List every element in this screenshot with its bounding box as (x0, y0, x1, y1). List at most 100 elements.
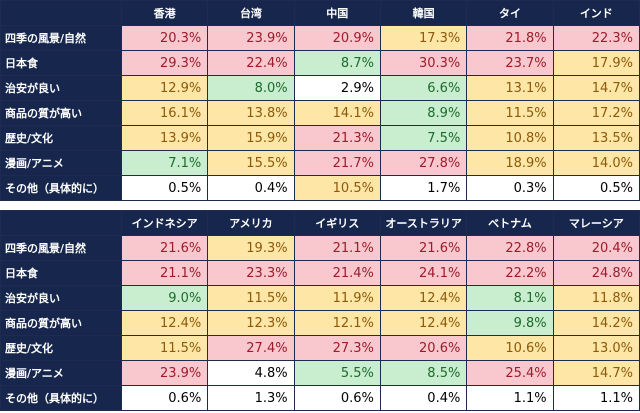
table-row: 治安が良い 9.0% 11.5% 11.9% 12.4% 8.1% 11.8% (0, 285, 640, 311)
value-cell: 11.8% (552, 285, 640, 311)
value-cell: 14.2% (552, 310, 640, 336)
value-cell: 0.4% (379, 385, 468, 411)
value-cell: 16.1% (120, 100, 209, 126)
header-row: 香港 台湾 中国 韓国 タイ インド (0, 0, 640, 26)
value-cell: 25.4% (466, 360, 554, 386)
value-cell: 22.8% (466, 235, 554, 261)
value-cell: 8.0% (207, 75, 295, 101)
table-row: 商品の質が高い 16.1% 13.8% 14.1% 8.9% 11.5% 17.2% (0, 100, 640, 126)
value-cell: 0.5% (552, 175, 640, 201)
row-label: その他（具体的に） (0, 385, 122, 411)
row-label: 漫画/アニメ (0, 360, 122, 386)
value-cell: 1.1% (552, 385, 640, 411)
value-cell: 18.9% (466, 150, 554, 176)
value-cell: 12.3% (207, 310, 295, 336)
value-cell: 20.9% (293, 25, 381, 51)
table-row: 漫画/アニメ 7.1% 15.5% 21.7% 27.8% 18.9% 14.0% (0, 150, 640, 176)
row-label: 四季の風景/自然 (0, 235, 122, 261)
value-cell: 8.7% (293, 50, 381, 76)
value-cell: 11.5% (466, 100, 554, 126)
country-header: 韓国 (379, 0, 468, 26)
value-cell: 22.2% (466, 260, 554, 286)
country-header: タイ (466, 0, 554, 26)
table-row: 日本食 29.3% 22.4% 8.7% 30.3% 23.7% 17.9% (0, 50, 640, 76)
value-cell: 14.1% (293, 100, 381, 126)
row-label: 日本食 (0, 260, 122, 286)
value-cell: 21.8% (466, 25, 554, 51)
value-cell: 10.6% (466, 335, 554, 361)
value-cell: 13.1% (466, 75, 554, 101)
value-cell: 27.3% (293, 335, 381, 361)
value-cell: 29.3% (120, 50, 209, 76)
value-cell: 13.0% (552, 335, 640, 361)
value-cell: 21.6% (120, 235, 209, 261)
country-header: オーストラリア (379, 210, 468, 236)
table-row: その他（具体的に） 0.5% 0.4% 10.5% 1.7% 0.3% 0.5% (0, 175, 640, 201)
value-cell: 1.7% (379, 175, 468, 201)
corner-cell (0, 210, 122, 236)
value-cell: 14.7% (552, 75, 640, 101)
value-cell: 13.8% (207, 100, 295, 126)
value-cell: 20.3% (120, 25, 209, 51)
value-cell: 6.6% (379, 75, 468, 101)
corner-cell (0, 0, 122, 26)
value-cell: 20.6% (379, 335, 468, 361)
value-cell: 22.3% (552, 25, 640, 51)
country-header: 中国 (293, 0, 381, 26)
table-row: その他（具体的に） 0.6% 1.3% 0.6% 0.4% 1.1% 1.1% (0, 385, 640, 411)
value-cell: 0.3% (466, 175, 554, 201)
row-label: その他（具体的に） (0, 175, 122, 201)
value-cell: 15.5% (207, 150, 295, 176)
value-cell: 23.3% (207, 260, 295, 286)
row-label: 治安が良い (0, 285, 122, 311)
value-cell: 14.0% (552, 150, 640, 176)
row-label: 漫画/アニメ (0, 150, 122, 176)
table-row: 商品の質が高い 12.4% 12.3% 12.1% 12.4% 9.8% 14.2% (0, 310, 640, 336)
value-cell: 19.3% (207, 235, 295, 261)
value-cell: 14.7% (552, 360, 640, 386)
value-cell: 12.4% (379, 310, 468, 336)
value-cell: 20.4% (552, 235, 640, 261)
country-table-top: 香港 台湾 中国 韓国 タイ インド 四季の風景/自然 20.3% 23.9% 20.9% 17.… (0, 0, 640, 201)
value-cell: 0.6% (120, 385, 209, 411)
value-cell: 8.9% (379, 100, 468, 126)
value-cell: 24.8% (552, 260, 640, 286)
value-cell: 27.8% (379, 150, 468, 176)
country-table-bottom: インドネシア アメリカ イギリス オーストラリア ベトナム マレーシア 四季の風景/自然 2… (0, 210, 640, 411)
value-cell: 23.7% (466, 50, 554, 76)
table-row: 四季の風景/自然 21.6% 19.3% 21.1% 21.6% 22.8% 20.4% (0, 235, 640, 261)
value-cell: 12.9% (120, 75, 209, 101)
value-cell: 17.9% (552, 50, 640, 76)
value-cell: 10.5% (293, 175, 381, 201)
value-cell: 23.9% (207, 25, 295, 51)
value-cell: 24.1% (379, 260, 468, 286)
row-label: 歴史/文化 (0, 335, 122, 361)
table-row: 歴史/文化 11.5% 27.4% 27.3% 20.6% 10.6% 13.0% (0, 335, 640, 361)
country-header: インド (552, 0, 640, 26)
value-cell: 8.1% (466, 285, 554, 311)
value-cell: 21.1% (120, 260, 209, 286)
value-cell: 8.5% (379, 360, 468, 386)
value-cell: 27.4% (207, 335, 295, 361)
table-row: 歴史/文化 13.9% 15.9% 21.3% 7.5% 10.8% 13.5% (0, 125, 640, 151)
table-row: 日本食 21.1% 23.3% 21.4% 24.1% 22.2% 24.8% (0, 260, 640, 286)
value-cell: 0.5% (120, 175, 209, 201)
row-label: 歴史/文化 (0, 125, 122, 151)
country-header: マレーシア (552, 210, 640, 236)
value-cell: 9.8% (466, 310, 554, 336)
country-header: アメリカ (207, 210, 295, 236)
value-cell: 11.5% (207, 285, 295, 311)
value-cell: 30.3% (379, 50, 468, 76)
value-cell: 17.3% (379, 25, 468, 51)
value-cell: 13.9% (120, 125, 209, 151)
value-cell: 1.3% (207, 385, 295, 411)
value-cell: 1.1% (466, 385, 554, 411)
table-row: 四季の風景/自然 20.3% 23.9% 20.9% 17.3% 21.8% 22.3% (0, 25, 640, 51)
value-cell: 11.5% (120, 335, 209, 361)
value-cell: 17.2% (552, 100, 640, 126)
row-label: 商品の質が高い (0, 310, 122, 336)
value-cell: 2.9% (293, 75, 381, 101)
row-label: 商品の質が高い (0, 100, 122, 126)
value-cell: 0.6% (293, 385, 381, 411)
table-row: 漫画/アニメ 23.9% 4.8% 5.5% 8.5% 25.4% 14.7% (0, 360, 640, 386)
